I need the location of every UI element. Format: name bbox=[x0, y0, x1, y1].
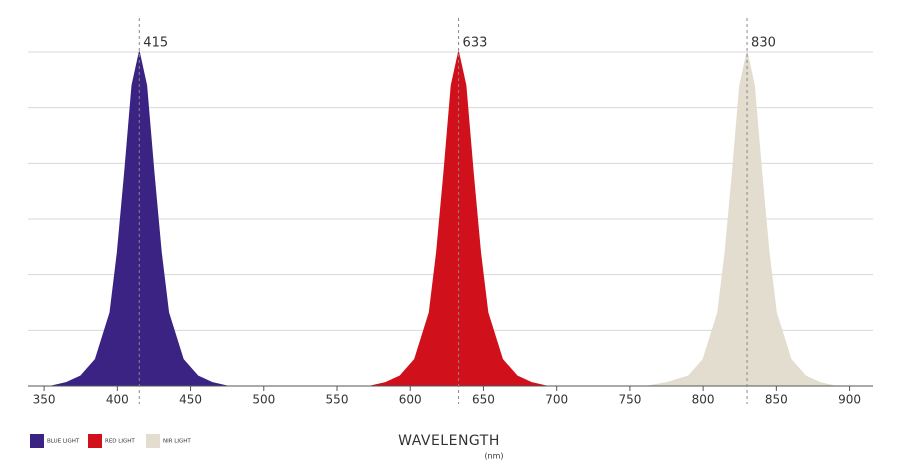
x-tick-label: 900 bbox=[838, 393, 861, 407]
x-tick-label: 500 bbox=[252, 393, 275, 407]
peak-label: 830 bbox=[751, 36, 776, 51]
x-tick-label: 650 bbox=[472, 393, 495, 407]
x-tick-label: 750 bbox=[618, 393, 641, 407]
legend-label: RED LIGHT bbox=[105, 439, 135, 445]
x-tick-label: 850 bbox=[765, 393, 788, 407]
legend-label: NIR LIGHT bbox=[163, 439, 191, 445]
legend-swatch bbox=[30, 434, 44, 448]
x-tick-label: 700 bbox=[545, 393, 568, 407]
spectrum-area bbox=[646, 51, 836, 387]
x-axis-unit: (nm) bbox=[484, 452, 503, 461]
x-tick-label: 400 bbox=[106, 393, 129, 407]
peak-label: 415 bbox=[143, 36, 168, 51]
legend-swatch bbox=[146, 434, 160, 448]
x-axis-title: WAVELENGTH bbox=[398, 433, 500, 449]
legend-label: BLUE LIGHT bbox=[47, 439, 80, 445]
x-tick-label: 450 bbox=[179, 393, 202, 407]
peak-label: 633 bbox=[463, 36, 488, 51]
x-tick-label: 550 bbox=[326, 393, 349, 407]
x-tick-label: 350 bbox=[33, 393, 56, 407]
x-tick-label: 800 bbox=[692, 393, 715, 407]
x-tick-label: 600 bbox=[399, 393, 422, 407]
legend-swatch bbox=[88, 434, 102, 448]
